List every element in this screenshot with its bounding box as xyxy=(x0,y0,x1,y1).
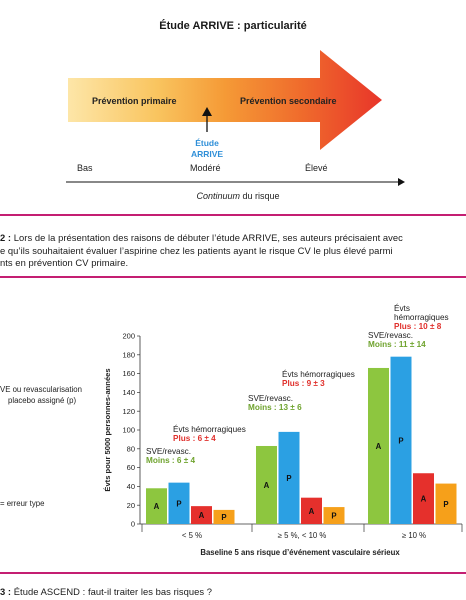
y-tick-label: 0 xyxy=(131,520,135,529)
bar-label: A xyxy=(264,481,270,490)
bar-0-2 xyxy=(368,367,389,524)
annotation-svere-0-title: SVE/revasc. xyxy=(146,447,192,456)
risk-gradient-arrow xyxy=(68,50,382,150)
scale-low: Bas xyxy=(77,163,93,173)
bar-label: P xyxy=(443,500,448,509)
bar-label: P xyxy=(286,474,291,483)
caption2-line3: nts en prévention CV primaire. xyxy=(0,257,129,268)
risk-arrow-diagram xyxy=(66,50,405,186)
annotation-group-1: SVE/revasc. Moins : 13 ± 6 xyxy=(248,394,302,412)
bar-2-1 xyxy=(301,497,322,524)
annotation-bleed-0-title: Évts hémorragiques xyxy=(173,425,246,434)
annotation-svere-2-value: Moins : 11 ± 14 xyxy=(368,340,426,349)
y-tick-label: 80 xyxy=(127,444,135,453)
bar-3-1 xyxy=(323,507,345,524)
annotation-bleed-1-value: Plus : 9 ± 3 xyxy=(282,379,325,388)
y-tick-label: 20 xyxy=(127,501,135,510)
arrive-pointer-head xyxy=(202,107,212,116)
bar-label: A xyxy=(199,511,205,520)
scale-high: Élevé xyxy=(305,163,328,173)
caption2-line1: Lors de la présentation des raisons de d… xyxy=(11,232,403,243)
bar-label: P xyxy=(176,499,181,508)
y-tick-label: 100 xyxy=(122,426,135,435)
bar-chart: 0 20 40 60 80 100 120 140 160 180 200 Évts pour 500… xyxy=(103,332,463,557)
caption3-text: Étude ASCEND : faut-il traiter les bas r… xyxy=(11,586,213,597)
separator-middle xyxy=(0,276,466,278)
annotation-bleed-2-value: Plus : 10 ± 8 xyxy=(394,322,442,331)
left-note-2: placebo assigné (p) xyxy=(8,396,77,405)
figure3-caption: 3 : Étude ASCEND : faut-il traiter les b… xyxy=(0,586,212,599)
y-axis-label: Évts pour 5000 personnes-années xyxy=(103,368,112,491)
y-tick-label: 160 xyxy=(122,369,135,378)
scale-mid: Modéré xyxy=(190,163,221,173)
left-note-1: VE ou revascularisation xyxy=(0,385,82,394)
y-tick-label: 140 xyxy=(122,388,135,397)
arrive-marker-line1: Étude xyxy=(195,138,219,148)
annotation-group-0: SVE/revasc. Moins : 6 ± 4 xyxy=(146,447,195,465)
bar-3-0 xyxy=(213,509,235,524)
annotation-bleed-0: Évts hémorragiques Plus : 6 ± 4 xyxy=(173,425,246,443)
bar-1-2 xyxy=(390,356,412,524)
separator-top xyxy=(0,214,466,216)
annotation-bleed-0-value: Plus : 6 ± 4 xyxy=(173,434,216,443)
y-tick-label: 40 xyxy=(127,482,135,491)
separator-bottom xyxy=(0,572,466,574)
continuum-caption-italic: Continuum xyxy=(196,191,240,201)
label-secondary-prevention: Prévention secondaire xyxy=(240,96,337,106)
left-note-3: = erreur type xyxy=(0,499,45,508)
bar-1-0 xyxy=(168,482,190,524)
arrive-marker-line2: ARRIVE xyxy=(190,149,224,159)
y-tick-label: 60 xyxy=(127,463,135,472)
bar-3-2 xyxy=(435,483,457,524)
y-tick-label: 200 xyxy=(122,332,135,341)
continuum-caption-rest: du risque xyxy=(240,191,280,201)
annotation-bleed-1-title: Évts hémorragiques xyxy=(282,370,355,379)
x-category-label: ≥ 5 %, < 10 % xyxy=(278,531,327,540)
bar-label: A xyxy=(376,442,382,451)
label-primary-prevention: Prévention primaire xyxy=(92,96,177,106)
y-tick-label: 120 xyxy=(122,407,135,416)
caption3-label: 3 : xyxy=(0,586,12,597)
figure2-caption: 2 : Lors de la présentation des raisons … xyxy=(0,232,466,270)
y-tick-label: 180 xyxy=(122,350,135,359)
x-category-label: < 5 % xyxy=(182,531,202,540)
bar-label: P xyxy=(398,436,403,445)
annotation-svere-2-title: SVE/revasc. xyxy=(368,331,414,340)
bar-label: P xyxy=(331,512,336,521)
annotation-bleed-2: Évts hémorragiques Plus : 10 ± 8 xyxy=(394,304,466,331)
bar-2-2 xyxy=(413,473,434,524)
annotation-svere-1-value: Moins : 13 ± 6 xyxy=(248,403,302,412)
continuum-caption: Continuum du risque xyxy=(0,191,466,201)
bar-0-0 xyxy=(146,488,167,524)
bar-1-1 xyxy=(278,431,300,524)
caption2-label: 2 : xyxy=(0,232,12,243)
annotation-bleed-2-title: Évts hémorragiques xyxy=(394,304,449,322)
continuum-axis-head xyxy=(398,178,405,186)
caption2-line2: e qu’ils souhaitaient évaluer l’aspirine… xyxy=(0,244,393,256)
figure1-title: Étude ARRIVE : particularité xyxy=(159,20,307,32)
x-category-label: ≥ 10 % xyxy=(402,531,426,540)
annotation-svere-0-value: Moins : 6 ± 4 xyxy=(146,456,196,465)
annotation-bleed-1: Évts hémorragiques Plus : 9 ± 3 xyxy=(282,370,355,388)
annotation-group-2: SVE/revasc. Moins : 11 ± 14 xyxy=(368,331,426,349)
annotation-svere-1-title: SVE/revasc. xyxy=(248,394,294,403)
arrive-marker-label: Étude ARRIVE xyxy=(177,138,237,160)
bar-2-0 xyxy=(191,506,212,524)
bar-label: P xyxy=(221,513,226,522)
bar-0-1 xyxy=(256,445,277,524)
bar-label: A xyxy=(309,507,315,516)
bar-label: A xyxy=(154,502,160,511)
x-axis-label: Baseline 5 ans risque d’événement vascul… xyxy=(200,548,400,557)
bar-label: A xyxy=(421,495,427,504)
